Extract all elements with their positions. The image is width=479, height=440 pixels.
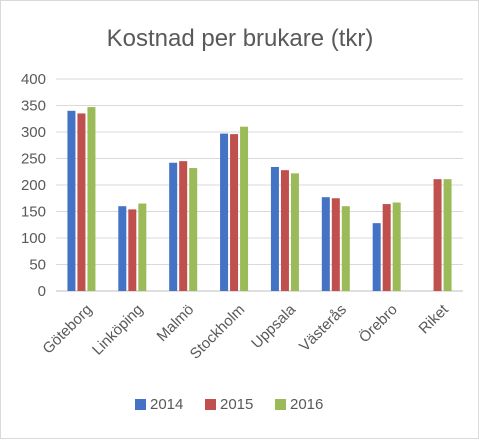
bar-2015 xyxy=(331,198,340,291)
y-tick-label: 150 xyxy=(21,204,46,221)
chart-title: Kostnad per brukare (tkr) xyxy=(107,25,374,52)
y-tick-label: 50 xyxy=(29,257,46,274)
legend-label: 2014 xyxy=(150,396,183,413)
y-tick-label: 200 xyxy=(21,177,46,194)
bar-2014 xyxy=(67,110,76,291)
bar-2015 xyxy=(77,113,86,291)
y-tick-label: 250 xyxy=(21,151,46,168)
x-category-label: Linköping xyxy=(89,301,146,358)
legend-label: 2015 xyxy=(220,396,253,413)
bar-2014 xyxy=(372,223,381,291)
bar-2016 xyxy=(138,203,147,291)
bar-2014 xyxy=(321,197,330,291)
bar-2016 xyxy=(443,179,452,291)
legend-swatch xyxy=(205,399,216,410)
legend-swatch xyxy=(135,399,146,410)
bar-2016 xyxy=(189,168,198,291)
y-tick-label: 300 xyxy=(21,124,46,141)
bars xyxy=(67,107,452,291)
y-axis-ticks: 0 50 100 150 200 250 300 350 400 xyxy=(21,71,46,300)
bar-2015 xyxy=(179,161,188,291)
x-category-label: Riket xyxy=(416,301,453,338)
x-category-label: Örebro xyxy=(355,300,401,346)
x-category-label: Göteborg xyxy=(39,301,95,357)
y-tick-label: 100 xyxy=(21,230,46,247)
legend-swatch xyxy=(275,399,286,410)
legend-label: 2016 xyxy=(290,396,323,413)
y-tick-label: 350 xyxy=(21,98,46,115)
bar-2016 xyxy=(87,107,96,291)
bar-2014 xyxy=(118,206,127,291)
bar-2016 xyxy=(392,202,401,291)
bar-2015 xyxy=(128,209,137,291)
y-tick-label: 0 xyxy=(38,283,46,300)
bar-2016 xyxy=(341,206,350,291)
bar-2015 xyxy=(280,170,289,291)
legend: 2014 2015 2016 xyxy=(135,396,323,413)
x-category-label: Västerås xyxy=(296,301,350,355)
x-category-label: Stockholm xyxy=(187,301,249,363)
x-category-label: Uppsala xyxy=(248,301,299,352)
y-tick-label: 400 xyxy=(21,71,46,88)
bar-2015 xyxy=(382,204,391,291)
bar-2016 xyxy=(240,126,249,291)
gridlines xyxy=(56,78,463,292)
bar-2015 xyxy=(230,134,239,291)
x-category-label: Malmö xyxy=(154,301,198,345)
bar-2014 xyxy=(169,162,178,291)
bar-2016 xyxy=(290,173,299,291)
bar-2015 xyxy=(433,179,442,291)
bar-2014 xyxy=(220,133,229,291)
bar-2014 xyxy=(270,166,279,291)
